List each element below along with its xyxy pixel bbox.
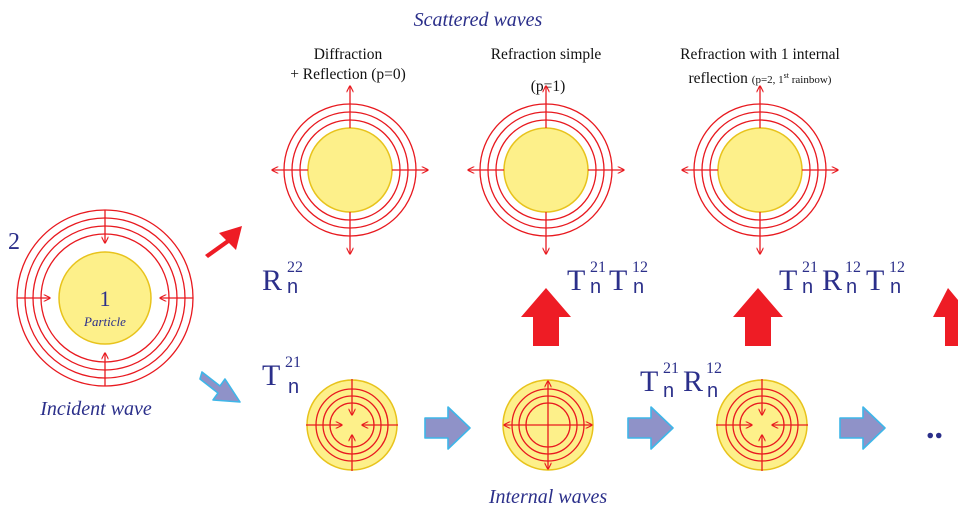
particle-label: Particle	[83, 314, 126, 329]
svg-text:n: n	[590, 276, 601, 298]
svg-text:n: n	[288, 376, 299, 398]
internal-wave-2	[502, 379, 594, 471]
svg-text:T: T	[567, 264, 585, 297]
red-arrow-up	[733, 288, 783, 346]
red-arrow-diagonal	[205, 226, 242, 258]
svg-text:R: R	[822, 264, 842, 297]
incident-wave-caption: Incident wave	[39, 398, 152, 420]
svg-text:R: R	[683, 365, 703, 398]
blue-arrow-right	[839, 406, 886, 450]
diffraction-label: Diffraction	[314, 46, 383, 63]
coef-T21T12: T 21 n T 12 n	[567, 259, 648, 298]
refraction-internal-label: Refraction with 1 internal	[680, 46, 840, 63]
svg-text:21: 21	[285, 354, 301, 371]
svg-text:n: n	[802, 276, 813, 298]
coef-T21R12: T 21 n R 12 n	[640, 360, 722, 402]
svg-text:T: T	[609, 264, 627, 297]
ellipsis: ..	[926, 409, 943, 446]
svg-text:12: 12	[632, 259, 648, 276]
svg-text:12: 12	[706, 360, 722, 377]
scattered-particle	[307, 127, 393, 213]
svg-text:n: n	[633, 276, 644, 298]
coef-T21-incident: T 21 n	[262, 354, 301, 398]
svg-text:R: R	[262, 264, 282, 297]
svg-text:21: 21	[802, 259, 818, 276]
svg-text:T: T	[640, 365, 658, 398]
svg-text:n: n	[663, 380, 674, 402]
medium-2-label: 2	[8, 229, 20, 255]
blue-arrows	[199, 371, 886, 450]
blue-arrow-diagonal	[199, 371, 241, 403]
svg-text:n: n	[707, 380, 718, 402]
incident-wave-group: 2 1 Particle Incident wave	[8, 209, 194, 420]
incident-inward-arrows	[17, 210, 193, 386]
scattered-wave-p2: Refraction with 1 internal reflection (p…	[680, 46, 840, 254]
svg-text:21: 21	[663, 360, 679, 377]
svg-text:T: T	[866, 264, 884, 297]
svg-text:12: 12	[889, 259, 905, 276]
red-arrow-up-partial	[933, 288, 958, 346]
scattered-particle	[503, 127, 589, 213]
coef-T21R12T12: T 21 n R 12 n T 12 n	[779, 259, 905, 298]
svg-text:T: T	[262, 359, 280, 392]
incident-particle	[58, 251, 152, 345]
svg-text:T: T	[779, 264, 797, 297]
blue-arrow-right	[627, 406, 674, 450]
refraction-simple-label: Refraction simple	[491, 46, 602, 63]
red-arrow-up	[521, 288, 571, 346]
scattered-wave-p0: Diffraction + Reflection (p=0)	[272, 46, 428, 254]
svg-text:21: 21	[590, 259, 606, 276]
p1-label: (p=1)	[531, 78, 566, 95]
blue-arrow-right	[424, 406, 471, 450]
svg-text:22: 22	[287, 259, 303, 276]
svg-text:n: n	[287, 276, 298, 298]
scattered-wave-p1: Refraction simple (p=1)	[468, 46, 624, 254]
internal-waves-caption: Internal waves	[488, 486, 608, 508]
svg-text:12: 12	[845, 259, 861, 276]
reflection-rainbow-label: reflection (p=2, 1st rainbow)	[689, 70, 832, 87]
scattered-particle	[717, 127, 803, 213]
coef-R22: R 22 n	[262, 259, 303, 298]
particle-number: 1	[100, 286, 111, 311]
internal-wave-1	[306, 379, 398, 471]
scattered-waves-title: Scattered waves	[414, 9, 543, 31]
svg-text:n: n	[846, 276, 857, 298]
internal-wave-3	[716, 379, 808, 471]
svg-text:n: n	[890, 276, 901, 298]
reflection-label: + Reflection (p=0)	[290, 66, 406, 83]
